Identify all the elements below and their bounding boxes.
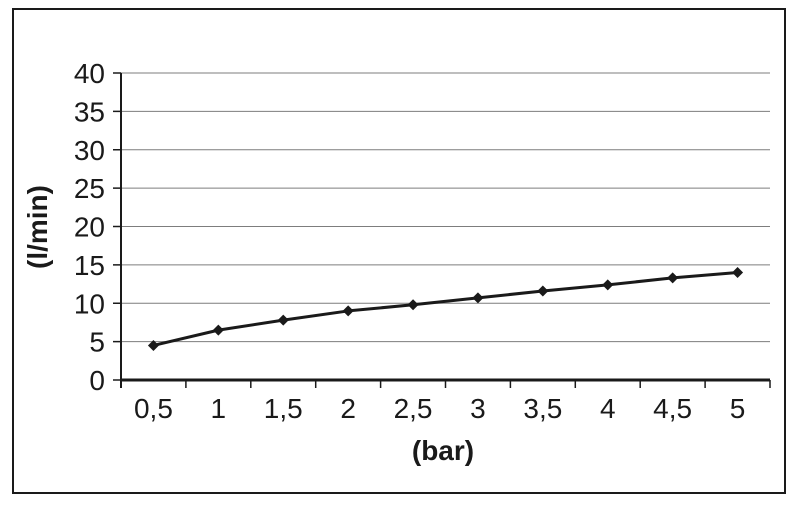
x-axis-tick-label: 0,5	[134, 393, 173, 424]
y-axis-tick-label: 15	[74, 250, 105, 281]
data-point-marker	[667, 272, 679, 284]
series-line	[153, 271, 738, 347]
x-axis-tick-label: 3,5	[523, 393, 562, 424]
data-point-marker	[472, 292, 484, 304]
data-point-marker	[732, 267, 744, 279]
y-axis-tick-label: 35	[74, 96, 105, 127]
chart-border-frame	[12, 8, 786, 494]
data-point-marker	[147, 339, 159, 351]
x-axis-tick-label: 4	[600, 393, 616, 424]
x-axis-tick-label: 1,5	[264, 393, 303, 424]
y-axis-title: (l/min)	[22, 185, 53, 269]
x-axis-tick-label: 5	[730, 393, 746, 424]
x-axis-tick-label: 2	[340, 393, 356, 424]
y-axis-tick-label: 40	[74, 58, 105, 89]
x-axis-title: (bar)	[412, 435, 474, 466]
x-axis-tick-label: 3	[470, 393, 486, 424]
data-point-marker	[277, 314, 289, 326]
x-axis-tick-label: 1	[211, 393, 227, 424]
y-axis-tick-label: 10	[74, 288, 105, 319]
x-axis-tick-label: 4,5	[653, 393, 692, 424]
data-point-marker	[537, 285, 549, 297]
data-point-marker	[602, 279, 614, 291]
data-point-marker	[342, 305, 354, 317]
y-axis-tick-label: 25	[74, 173, 105, 204]
y-axis-tick-label: 20	[74, 212, 105, 243]
data-point-marker	[407, 299, 419, 311]
y-axis-tick-label: 30	[74, 135, 105, 166]
x-axis-tick-label: 2,5	[394, 393, 433, 424]
y-axis-tick-label: 5	[89, 327, 105, 358]
data-point-marker	[212, 324, 224, 336]
y-axis-tick-label: 0	[89, 365, 105, 396]
